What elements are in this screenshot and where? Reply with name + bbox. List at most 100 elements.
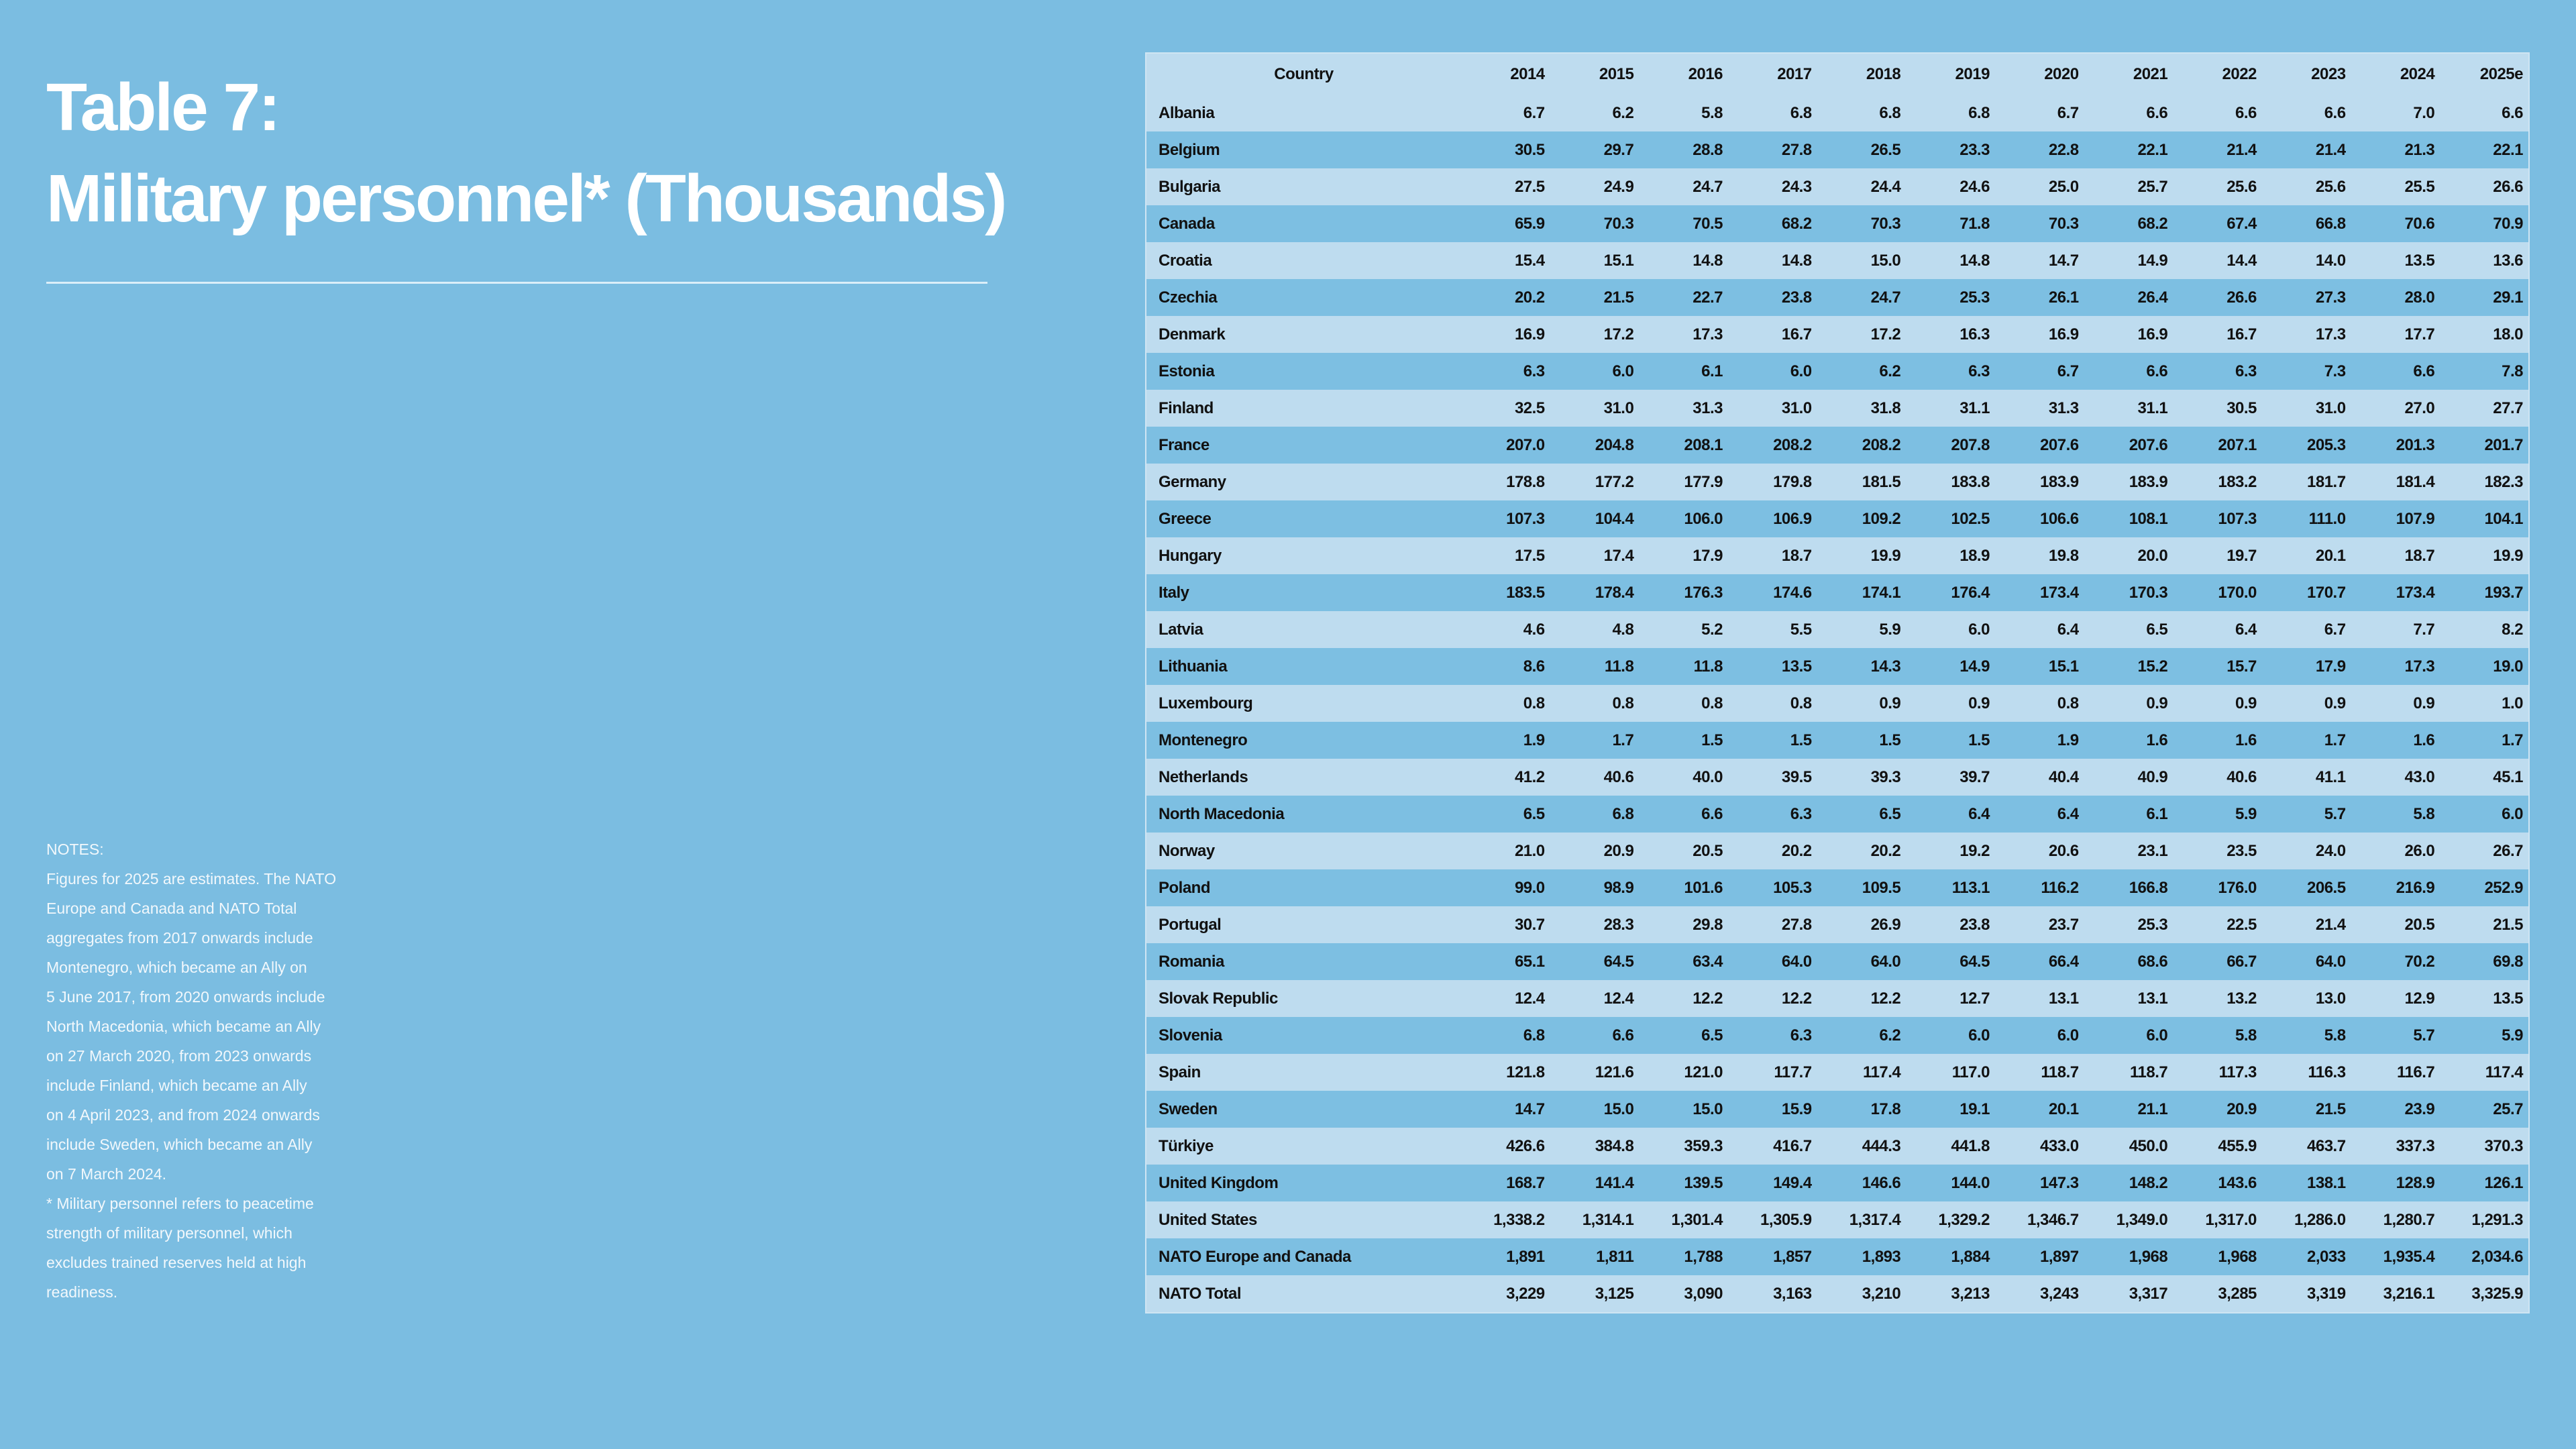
value-cell: 107.9 [2396,509,2435,528]
value-cell: 31.0 [2315,398,2346,417]
table-row: Italy 183.5 178.4 176.3 174.6 174.1 176.4 173.4… [1146,574,2529,611]
value-cell: 15.0 [1693,1099,1723,1118]
value-cell: 181.7 [2307,472,2346,491]
value-cell: 7.0 [2413,103,2435,122]
country-cell: NATO Europe and Canada [1159,1247,1351,1266]
value-cell: 1,286.0 [2294,1210,2346,1229]
country-cell: NATO Total [1159,1284,1242,1303]
value-cell: 14.7 [2048,251,2079,270]
value-cell: 26.0 [2404,841,2435,860]
value-cell: 18.7 [2404,546,2435,565]
value-cell: 1.5 [1790,731,1812,749]
value-cell: 1,317.0 [2205,1210,2257,1229]
table-row: Estonia 6.3 6.0 6.1 6.0 6.2 6.3 6.7 6.6 6.3 7.3 6.6… [1146,353,2529,390]
value-cell: 5.7 [2413,1026,2435,1044]
value-cell: 6.7 [2057,362,2079,380]
value-cell: 17.2 [1870,325,1901,343]
value-cell: 29.7 [1603,140,1634,159]
value-cell: 208.1 [1684,435,1723,454]
value-cell: 109.5 [1862,878,1901,897]
value-cell: 13.5 [1781,657,1812,676]
value-cell: 144.0 [1951,1173,1990,1192]
value-cell: 104.1 [2484,509,2523,528]
value-cell: 66.4 [2048,952,2079,971]
value-cell: 433.0 [2040,1136,2079,1155]
value-cell: 13.6 [2493,251,2523,270]
value-cell: 22.1 [2137,140,2168,159]
value-cell: 64.0 [2315,952,2346,971]
value-cell: 26.4 [2137,288,2168,307]
header-cell: Country [1274,64,1334,83]
value-cell: 39.5 [1781,767,1812,786]
value-cell: 193.7 [2484,583,2523,602]
value-cell: 207.6 [2129,435,2168,454]
value-cell: 17.3 [1693,325,1723,343]
table-row: Netherlands 41.2 40.6 40.0 39.5 39.3 39.7 40.4 4… [1146,759,2529,796]
value-cell: 5.8 [2324,1026,2346,1044]
table-row: Hungary 17.5 17.4 17.9 18.7 19.9 18.9 19.8 20.0 1… [1146,537,2529,574]
value-cell: 6.0 [1612,362,1634,380]
value-cell: 18.0 [2493,325,2523,343]
value-cell: 29.1 [2493,288,2523,307]
value-cell: 70.6 [2404,214,2435,233]
note-line: strength of military personnel, which [46,1224,292,1242]
value-cell: 27.7 [2493,398,2523,417]
header-cell: 2015 [1599,64,1634,83]
value-cell: 20.5 [1693,841,1723,860]
value-cell: 1.6 [2413,731,2435,749]
country-cell: Norway [1159,841,1215,860]
value-cell: 6.3 [1968,362,1990,380]
country-cell: Czechia [1159,288,1218,307]
value-cell: 98.9 [1603,878,1634,897]
header-cell: 2014 [1510,64,1545,83]
country-cell: Croatia [1159,251,1212,270]
value-cell: 6.1 [1701,362,1723,380]
value-cell: 22.1 [2493,140,2523,159]
value-cell: 28.8 [1693,140,1723,159]
value-cell: 183.9 [2129,472,2168,491]
divider [46,282,987,284]
value-cell: 176.3 [1684,583,1723,602]
value-cell: 1,935.4 [2383,1247,2435,1266]
value-cell: 117.7 [1774,1063,1812,1081]
value-cell: 0.8 [2057,694,2079,712]
value-cell: 6.6 [2146,362,2168,380]
value-cell: 21.1 [2137,1099,2168,1118]
value-cell: 6.2 [1879,362,1901,380]
value-cell: 109.2 [1862,509,1901,528]
value-cell: 6.0 [2146,1026,2168,1044]
table-row: France 207.0 204.8 208.1 208.2 208.2 207.8 207.… [1146,427,2529,464]
header-cell: 2020 [2044,64,2079,83]
value-cell: 108.1 [2129,509,2168,528]
country-cell: Hungary [1159,546,1222,565]
value-cell: 12.2 [1781,989,1812,1008]
value-cell: 11.8 [1604,657,1634,676]
value-cell: 21.4 [2315,140,2346,159]
value-cell: 146.6 [1862,1173,1901,1192]
value-cell: 444.3 [1862,1136,1901,1155]
table-row: United States 1,338.2 1,314.1 1,301.4 1,305.… [1146,1201,2529,1238]
value-cell: 3,285 [2218,1284,2257,1303]
value-cell: 24.0 [2315,841,2346,860]
value-cell: 23.7 [2048,915,2079,934]
header-cell: 2018 [1866,64,1901,83]
value-cell: 6.7 [2057,103,2079,122]
country-cell: Slovak Republic [1159,989,1278,1008]
value-cell: 174.1 [1862,583,1901,602]
value-cell: 64.5 [1960,952,1990,971]
value-cell: 5.9 [2502,1026,2523,1044]
value-cell: 71.8 [1960,214,1990,233]
country-cell: Portugal [1159,915,1222,934]
table-row: Croatia 15.4 15.1 14.8 14.8 15.0 14.8 14.7 14.9 1… [1146,242,2529,279]
title: Table 7: Military personnel* (Thousands) [46,62,1007,244]
value-cell: 12.2 [1693,989,1723,1008]
value-cell: 3,163 [1773,1284,1812,1303]
value-cell: 1,968 [2129,1247,2168,1266]
value-cell: 5.8 [2235,1026,2257,1044]
value-cell: 26.6 [2226,288,2257,307]
value-cell: 106.0 [1684,509,1723,528]
value-cell: 14.3 [1870,657,1901,676]
value-cell: 6.4 [1968,804,1990,823]
table-row: Albania 6.7 6.2 5.8 6.8 6.8 6.8 6.7 6.6 6.6 6.6 7.0… [1146,95,2529,131]
